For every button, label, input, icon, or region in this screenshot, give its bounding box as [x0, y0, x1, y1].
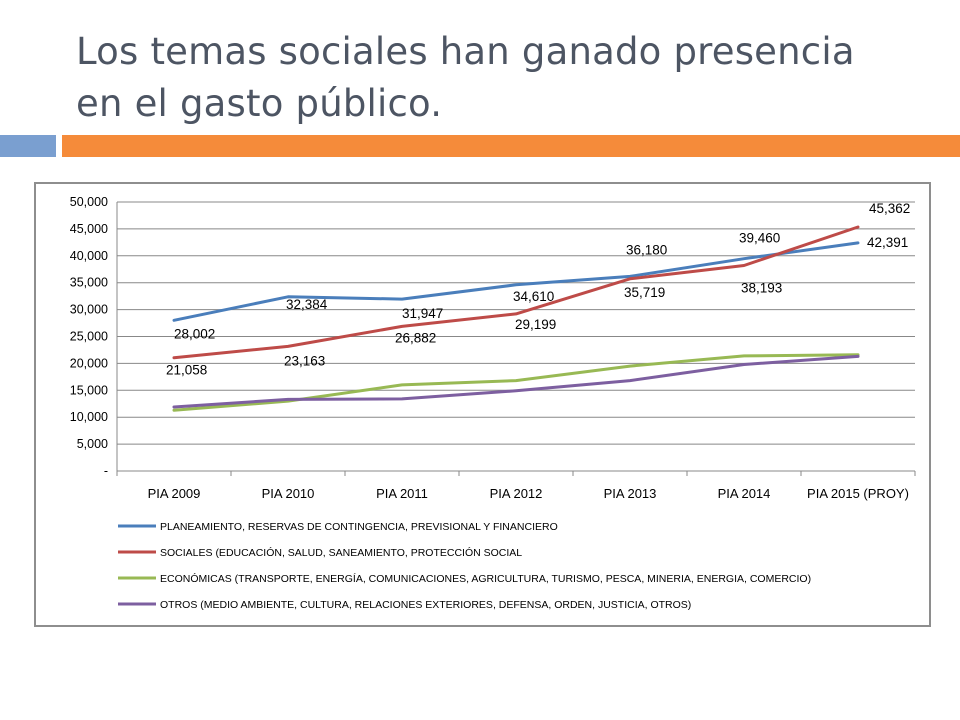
data-label: 35,719 — [624, 285, 665, 300]
x-tick-label: PIA 2009 — [148, 486, 201, 501]
x-tick-label: PIA 2010 — [262, 486, 315, 501]
data-label: 23,163 — [284, 353, 325, 368]
series-line-1 — [172, 241, 860, 322]
accent-bar-orange — [62, 135, 960, 157]
slide-title-line-1: Los temas sociales han ganado presencia — [76, 30, 855, 73]
legend-label-1: PLANEAMIENTO, RESERVAS DE CONTINGENCIA, … — [160, 521, 558, 533]
legend-label-3: ECONÓMICAS (TRANSPORTE, ENERGÍA, COMUNIC… — [160, 572, 811, 585]
data-label: 39,460 — [739, 231, 780, 246]
y-tick-label: 20,000 — [70, 356, 108, 370]
data-label: 28,002 — [174, 326, 215, 341]
line-chart: - 5,000 10,000 15,000 20,000 25,000 30,000 35,0… — [70, 195, 916, 611]
x-tick-label: PIA 2014 — [718, 486, 771, 501]
accent-bar-blue — [0, 135, 56, 157]
data-label: 21,058 — [166, 363, 207, 378]
y-tick-label: 35,000 — [70, 276, 108, 290]
slide-title-line-2: en el gasto público. — [76, 82, 443, 125]
legend-label-2: SOCIALES (EDUCACIÓN, SALUD, SANEAMIENTO,… — [160, 546, 522, 559]
y-tick-label: 15,000 — [70, 383, 108, 397]
y-tick-label: - — [104, 464, 108, 478]
data-label: 45,362 — [869, 201, 910, 216]
data-label: 34,610 — [513, 289, 554, 304]
data-label: 42,391 — [867, 235, 908, 250]
y-tick-label: 50,000 — [70, 195, 108, 209]
x-tick-label: PIA 2012 — [490, 486, 543, 501]
series-line-3 — [172, 353, 860, 412]
data-label: 26,882 — [395, 330, 436, 345]
data-label: 29,199 — [515, 317, 556, 332]
series-line-4 — [172, 354, 860, 409]
x-tick-label: PIA 2015 (PROY) — [807, 486, 909, 501]
y-tick-label: 10,000 — [70, 410, 108, 424]
x-tick-label: PIA 2011 — [376, 486, 428, 501]
y-tick-label: 25,000 — [70, 330, 108, 344]
x-tick-label: PIA 2013 — [604, 486, 657, 501]
data-label: 32,384 — [286, 297, 328, 312]
legend-label-4: OTROS (MEDIO AMBIENTE, CULTURA, RELACION… — [160, 599, 691, 611]
y-tick-label: 45,000 — [70, 222, 108, 236]
y-tick-label: 40,000 — [70, 249, 108, 263]
slide-title: Los temas sociales han ganado presencia … — [76, 26, 936, 130]
series-line-2 — [172, 225, 860, 360]
y-tick-label: 30,000 — [70, 303, 108, 317]
data-label: 36,180 — [626, 242, 667, 257]
y-tick-label: 5,000 — [77, 437, 108, 451]
data-label: 31,947 — [402, 306, 443, 321]
data-label: 38,193 — [741, 281, 782, 296]
chart-frame: - 5,000 10,000 15,000 20,000 25,000 30,000 35,0… — [34, 182, 931, 627]
